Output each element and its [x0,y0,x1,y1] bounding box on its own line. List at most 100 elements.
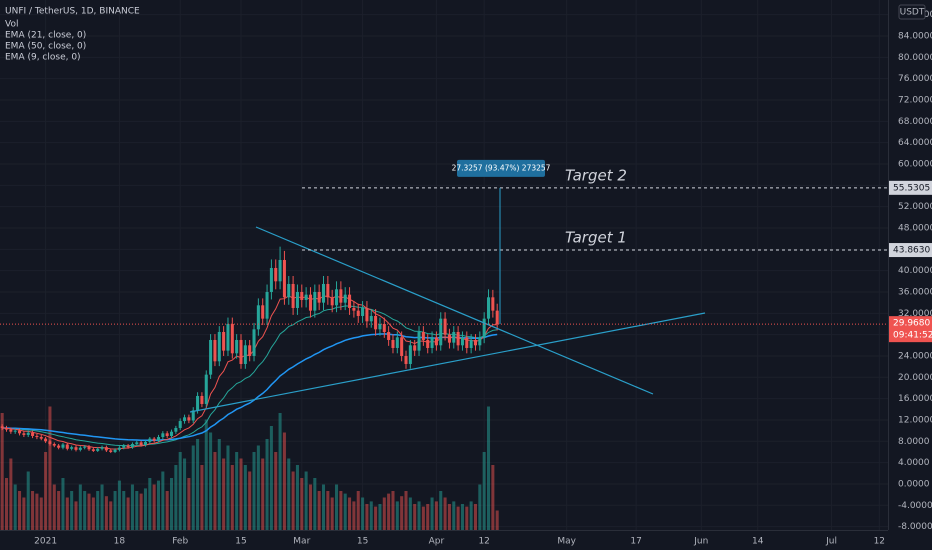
volume-bar [139,493,143,530]
volume-bar [222,458,226,530]
candle [183,414,187,424]
candle [447,328,451,349]
volume-bar [321,484,326,530]
candle [361,301,365,323]
candle-body [26,432,30,435]
candle-body [48,441,52,444]
volume-bar [348,497,352,530]
volume-bar [439,491,443,530]
candle-body [61,444,65,448]
candle [491,289,495,318]
candle [109,448,113,454]
volume-bar [278,413,282,530]
countdown-label: 09:41:52 [893,331,932,341]
candle-body [317,291,321,303]
candle-body [326,283,330,298]
y-tick-label: 16.0000 [898,394,932,404]
candle [460,331,464,351]
candle [252,322,256,362]
candle [291,275,295,315]
candle-body [304,294,308,300]
volume-bar [35,493,39,530]
candle-body [87,446,91,450]
candle-body [443,318,447,335]
candle-body [187,417,191,421]
candle [313,284,317,318]
candle-body [165,433,169,436]
candle-body [0,426,4,428]
volume-bar [109,501,113,530]
candle-body [243,345,247,364]
candle [473,334,478,351]
candle [113,448,117,454]
volume-bar [456,506,460,530]
candle [13,428,17,434]
candle-body [413,345,417,351]
y-tick-label: 52.0000 [898,202,932,212]
candle [391,334,395,354]
candle-body [213,339,217,362]
y-tick-label: 36.0000 [898,287,932,297]
candle-body [222,331,226,351]
candle-body [39,437,43,439]
volume-bar [313,478,317,530]
volume-bar [356,491,360,530]
candle-body [217,331,221,362]
candle-body [313,291,317,311]
candle-body [174,427,178,432]
candle-body [74,447,78,450]
x-tick-label: Mar [293,537,310,547]
candle [204,370,208,408]
candle [343,287,347,311]
volume-bar [460,504,464,530]
candle-body [109,450,113,452]
candle-body [83,446,87,448]
volume-bar [282,432,286,530]
volume-bar [187,478,191,530]
candle-body [295,291,299,308]
x-tick-label: 17 [630,537,641,547]
candle [378,317,382,336]
volume-bar [291,471,295,530]
candle [426,334,430,354]
candle-body [300,291,304,300]
candle-body [400,337,404,356]
candle-body [352,307,356,311]
volume-bar [408,497,412,530]
candle-body [339,289,343,303]
candle-body [35,435,39,438]
candle [282,250,286,305]
volume-bar [430,497,434,530]
candle-body [130,443,134,448]
candle-body [478,337,482,346]
candle [87,445,91,451]
volume-bar [326,491,330,530]
candle-body [239,339,243,364]
candle-body [209,339,213,375]
candle [243,339,247,369]
ema-line [2,305,498,447]
volume-bar [61,478,65,530]
x-tick-label: Jul [825,537,837,547]
y-tick-label: 4.0000 [898,458,930,468]
candle [335,281,339,313]
candle [52,442,56,448]
candle-body [230,323,234,354]
candle-body [287,283,291,298]
x-tick-label: 14 [752,537,764,547]
candle-body [183,417,187,422]
candle [465,331,469,354]
volume-bar [122,491,126,530]
candle [356,303,360,323]
volume-bar [352,501,356,530]
x-tick-label: 18 [114,537,126,547]
candle [156,434,161,443]
volume-bar [78,484,82,530]
candle [295,284,299,315]
candle [139,440,143,447]
volume-bar [369,501,373,530]
y-tick-label: 0.0000 [898,479,930,489]
candle-body [274,267,278,282]
volume-bar [295,465,299,530]
candle [222,326,226,356]
